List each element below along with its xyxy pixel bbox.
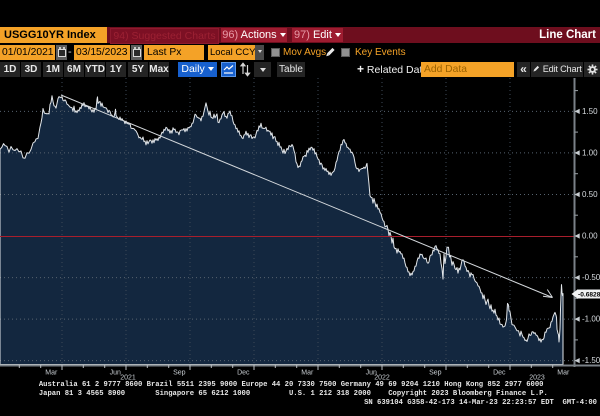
svg-text:Dec: Dec <box>493 370 506 377</box>
svg-text:1.50: 1.50 <box>582 107 598 116</box>
svg-text:-1.50: -1.50 <box>582 356 600 365</box>
svg-text:Mar: Mar <box>301 370 314 377</box>
svg-text:Dec: Dec <box>237 370 250 377</box>
svg-text:Mar: Mar <box>45 370 58 377</box>
svg-text:1.00: 1.00 <box>582 149 598 158</box>
svg-text:2021: 2021 <box>120 375 136 381</box>
svg-text:2023: 2023 <box>529 375 545 381</box>
svg-text:Jun: Jun <box>110 370 121 377</box>
svg-text:Jun: Jun <box>366 370 377 377</box>
svg-text:0.00: 0.00 <box>582 232 598 241</box>
svg-text:0.50: 0.50 <box>582 190 598 199</box>
svg-text:-1.00: -1.00 <box>582 315 600 324</box>
svg-text:Mar: Mar <box>557 370 570 377</box>
svg-text:-0.6828: -0.6828 <box>578 292 600 299</box>
svg-text:2022: 2022 <box>374 375 390 381</box>
svg-text:Sep: Sep <box>429 370 442 377</box>
svg-text:Sep: Sep <box>173 370 186 377</box>
svg-text:-0.50: -0.50 <box>582 273 600 282</box>
